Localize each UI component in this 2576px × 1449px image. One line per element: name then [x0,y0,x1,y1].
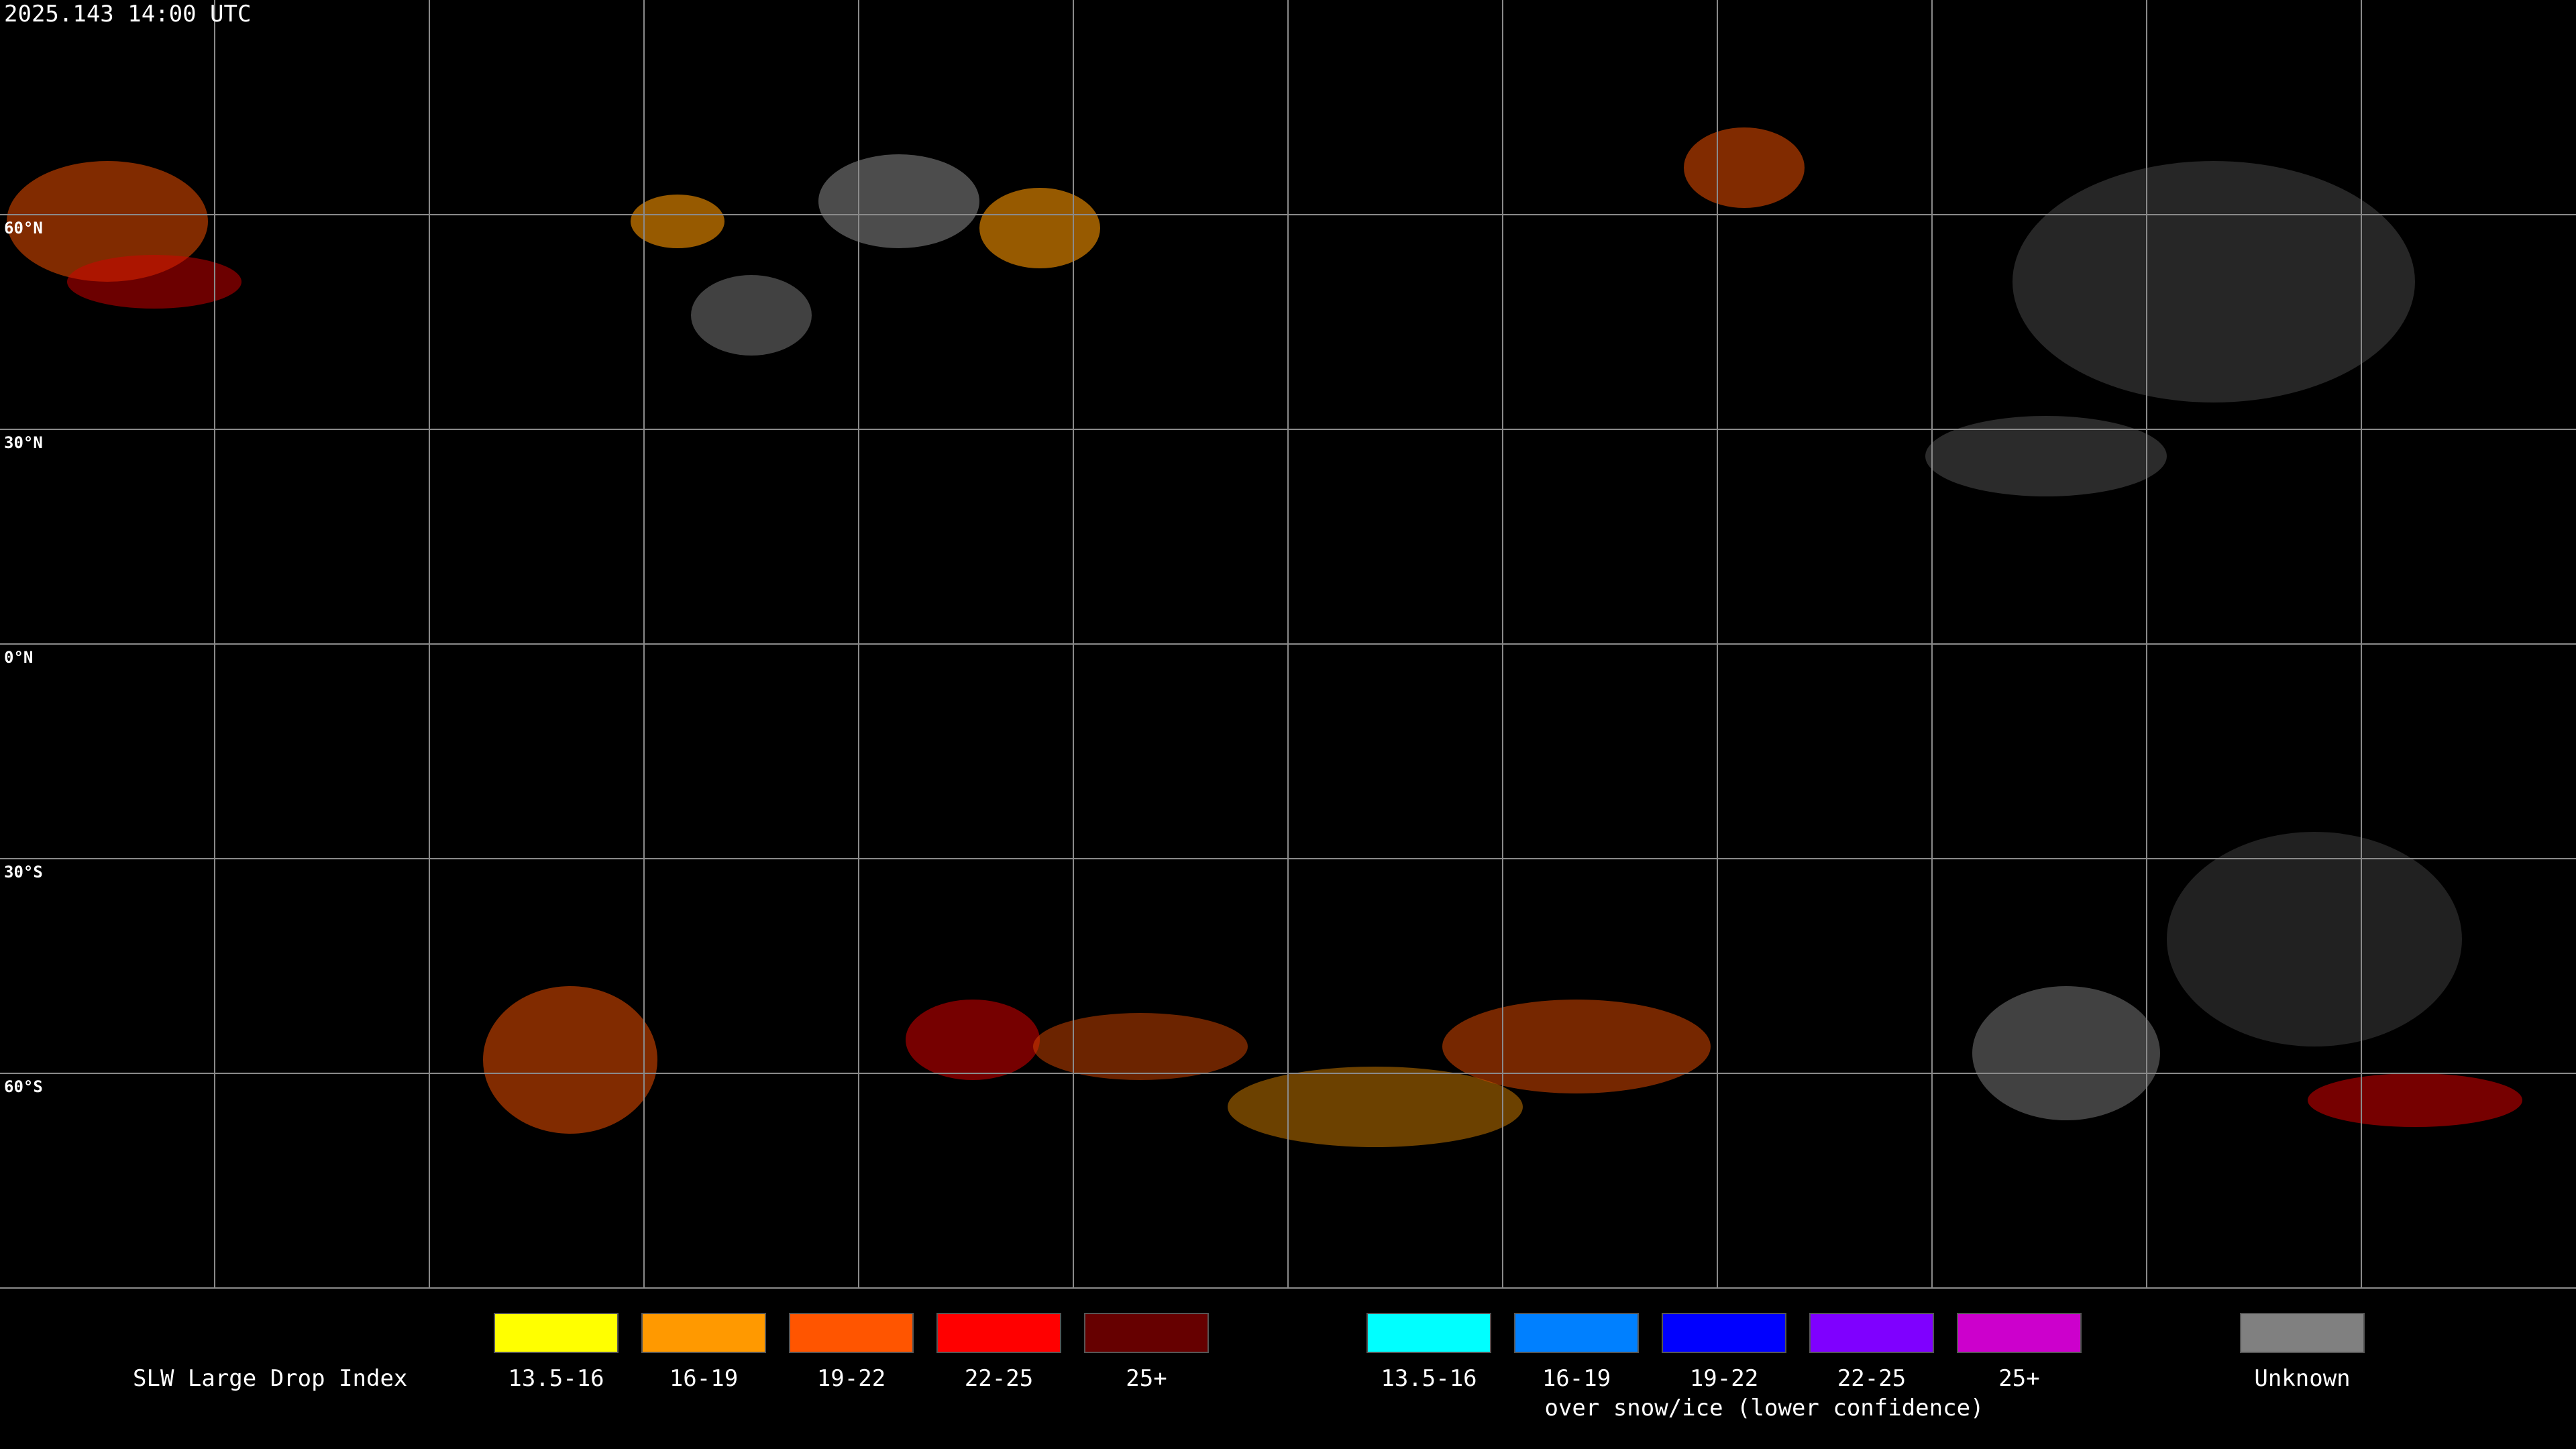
cloud [483,986,657,1134]
cloud [67,255,241,309]
graticule [0,0,2576,1289]
cloud [2012,161,2415,402]
latitude-label: 0°N [4,648,33,667]
cloud [7,161,208,282]
cloud [979,188,1100,268]
cloud [631,195,724,248]
cloud [691,275,812,356]
cloud [818,154,979,248]
cloud [1442,1000,1711,1093]
legend-label: 19-22 [817,1365,885,1392]
latitude-label: 30°S [4,863,43,881]
legend: SLW Large Drop Index 13.5-16 16-19 19-22 22-… [133,1313,2365,1421]
legend-label: 13.5-16 [508,1365,604,1392]
legend-label: 25+ [1998,1365,2039,1392]
legend-swatch [1084,1313,1209,1353]
legend-swatch [1662,1313,1786,1353]
legend-swatch [1809,1313,1934,1353]
legend-swatch [1514,1313,1639,1353]
cloud [1033,1013,1248,1080]
legend-label: 22-25 [965,1365,1033,1392]
cloud [1972,986,2160,1120]
legend-label: 22-25 [1837,1365,1906,1392]
latitude-label: 30°N [4,433,43,452]
legend-swatch [936,1313,1061,1353]
legend-swatch [1957,1313,2082,1353]
legend-swatch [494,1313,619,1353]
legend-label: 19-22 [1690,1365,1758,1392]
legend-swatch [1366,1313,1491,1353]
timestamp: 2025.143 14:00 UTC [4,1,251,28]
legend-label: 16-19 [669,1365,738,1392]
cloud [906,1000,1040,1080]
legend-swatch [789,1313,914,1353]
cloud [1925,416,2167,496]
cloud [2308,1073,2522,1127]
legend-swatch [2240,1313,2365,1353]
latitude-label: 60°S [4,1077,43,1096]
legend-label: Unknown [2254,1365,2350,1392]
legend-title: SLW Large Drop Index [133,1365,407,1392]
cloud [1228,1067,1523,1147]
latitude-label: 60°N [4,219,43,237]
cloud-layer [7,127,2522,1147]
cloud [2167,832,2462,1046]
cloud [1684,127,1805,208]
legend-swatch [641,1313,766,1353]
legend-label: 16-19 [1542,1365,1611,1392]
legend-caption: over snow/ice (lower confidence) [1544,1395,1984,1421]
legend-label: 13.5-16 [1381,1365,1477,1392]
latitude-labels: 60°N 30°N 0°N 30°S 60°S [4,219,43,1096]
legend-label: 25+ [1126,1365,1167,1392]
